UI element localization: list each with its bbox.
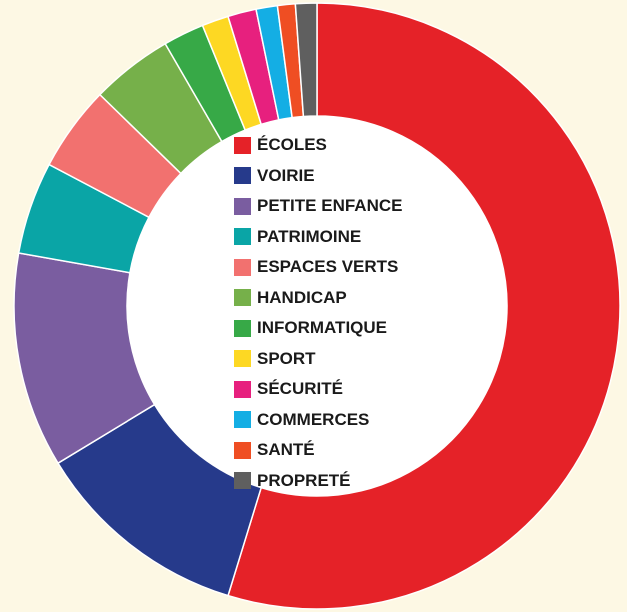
legend-label: COMMERCES — [257, 409, 370, 429]
legend-item: SÉCURITÉ — [234, 374, 474, 405]
donut-hole — [127, 116, 507, 496]
legend-item: ESPACES VERTS — [234, 252, 474, 283]
legend-swatch — [234, 136, 251, 154]
legend-label: SANTÉ — [257, 440, 315, 460]
chart-legend: ÉCOLES VOIRIE PETITE ENFANCE PATRIMOINE ESPA… — [234, 130, 474, 496]
legend-label: PETITE ENFANCE — [257, 196, 403, 216]
legend-item: SPORT — [234, 344, 474, 375]
legend-swatch — [234, 380, 251, 398]
legend-label: ÉCOLES — [257, 135, 327, 155]
legend-label: SÉCURITÉ — [257, 379, 343, 399]
legend-swatch — [234, 197, 251, 215]
legend-item: COMMERCES — [234, 405, 474, 436]
legend-swatch — [234, 472, 251, 490]
legend-item: INFORMATIQUE — [234, 313, 474, 344]
legend-item: VOIRIE — [234, 161, 474, 192]
legend-label: PATRIMOINE — [257, 226, 362, 246]
legend-label: INFORMATIQUE — [257, 318, 388, 338]
legend-label: VOIRIE — [257, 165, 315, 185]
legend-swatch — [234, 441, 251, 459]
legend-item: PATRIMOINE — [234, 222, 474, 253]
legend-label: HANDICAP — [257, 287, 347, 307]
legend-swatch — [234, 167, 251, 185]
legend-label: PROPRETÉ — [257, 470, 351, 490]
legend-swatch — [234, 228, 251, 246]
legend-swatch — [234, 411, 251, 429]
legend-label: ESPACES VERTS — [257, 257, 399, 277]
legend-label: SPORT — [257, 348, 316, 368]
legend-item: PROPRETÉ — [234, 466, 474, 497]
legend-swatch — [234, 319, 251, 337]
legend-swatch — [234, 258, 251, 276]
legend-item: PETITE ENFANCE — [234, 191, 474, 222]
legend-item: HANDICAP — [234, 283, 474, 314]
legend-item: SANTÉ — [234, 435, 474, 466]
legend-swatch — [234, 350, 251, 368]
legend-item: ÉCOLES — [234, 130, 474, 161]
legend-swatch — [234, 289, 251, 307]
